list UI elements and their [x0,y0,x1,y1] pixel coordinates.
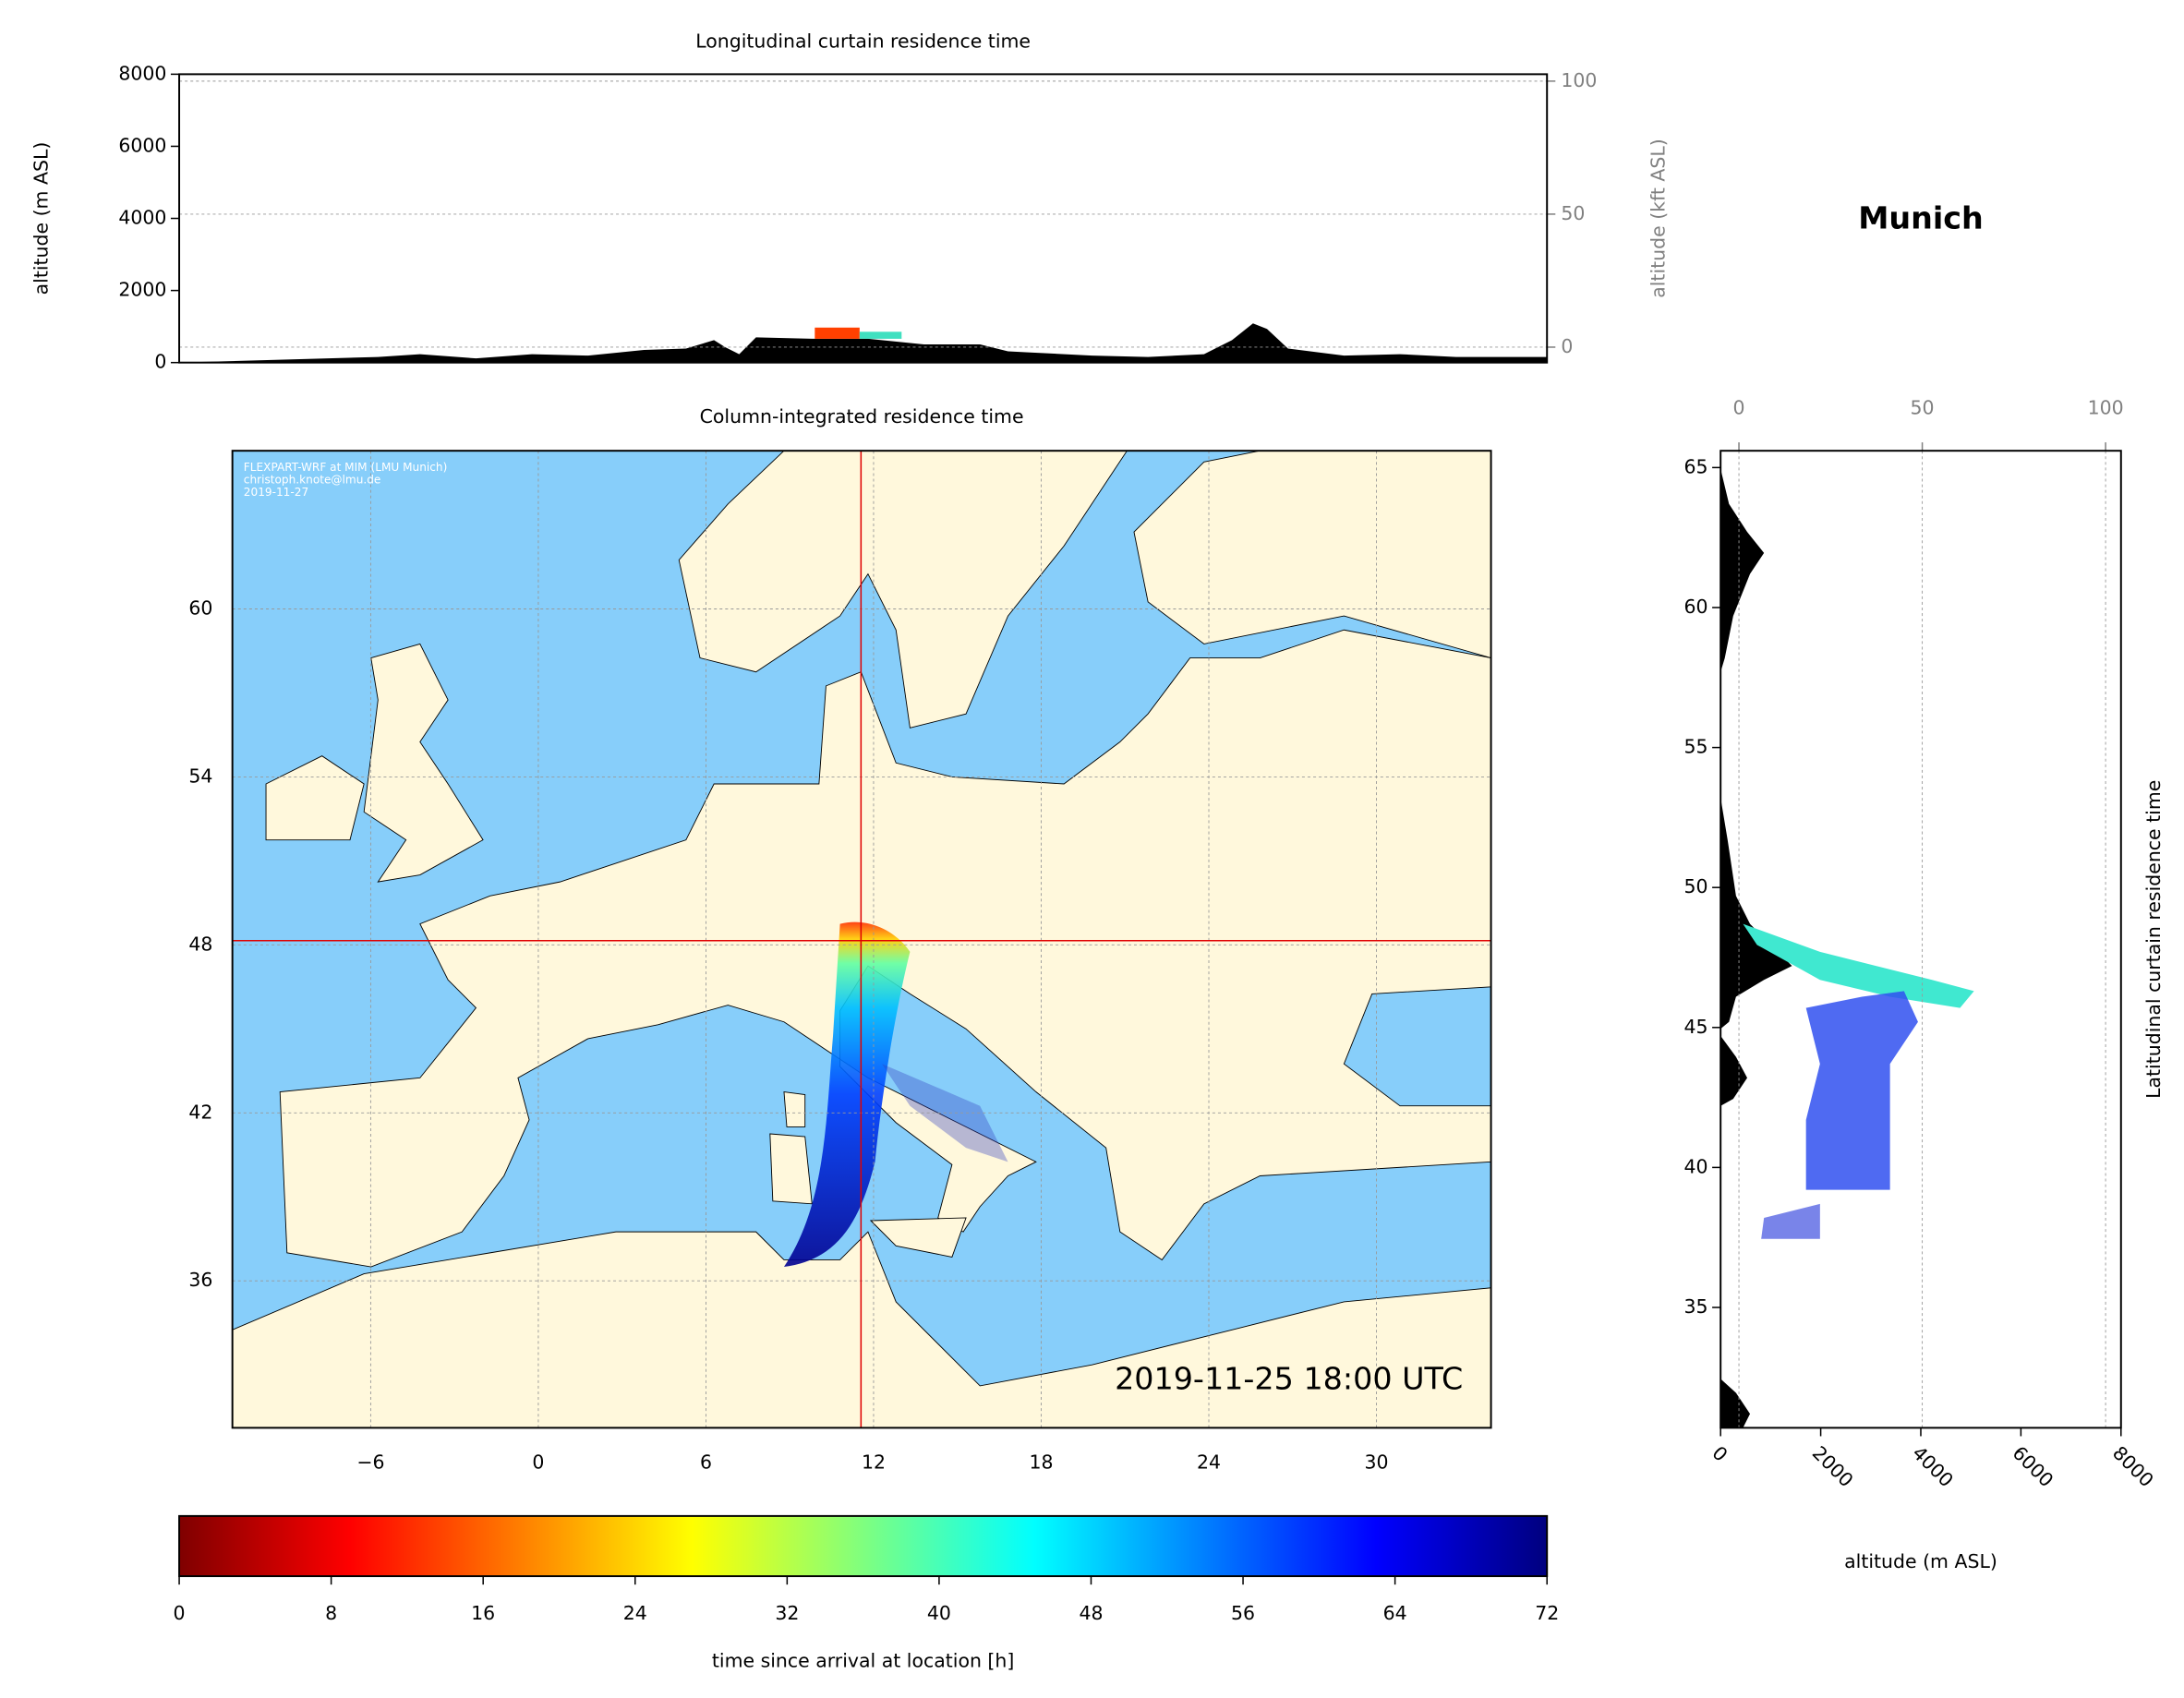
x-tick-label: 72 [1535,1602,1559,1624]
y-tick-label: 60 [1684,596,1708,618]
x-tick-label: 16 [471,1602,495,1624]
y-tick-label: 40 [1684,1155,1708,1177]
y-tick-label: 8000 [118,62,166,84]
y2-axis-label: altitude (kft ASL) [1647,138,1669,298]
y-tick-label: 60 [188,597,212,620]
y-tick-label: 48 [188,933,212,955]
plume-curtain [1761,1203,1820,1239]
y-tick-label: 45 [1684,1016,1708,1038]
terrain [179,323,1548,363]
x-tick-label: 56 [1231,1602,1255,1624]
plume-curtain [1743,923,1974,1008]
axes-frame [1719,450,2122,1429]
land [769,1133,813,1205]
x-tick-label: 2000 [1808,1441,1858,1491]
terrain [1720,468,1792,1428]
y-tick-label: 0 [154,351,166,373]
x-tick-label: 6000 [2009,1441,2058,1491]
x2-tick-label: 50 [1911,397,1935,419]
x-tick-label: 18 [1029,1451,1053,1473]
x-tick-label: 8 [325,1602,337,1624]
y-axis-label: Latitudinal curtain residence time [2142,780,2165,1099]
x-tick-label: 0 [1707,1441,1732,1465]
land [783,1091,806,1127]
axes-frame [178,73,1549,364]
annotation: christoph.knote@lmu.de [244,474,381,487]
colorbar-label: time since arrival at location [h] [712,1650,1014,1672]
plume [783,921,911,1268]
x-tick-label: 0 [532,1451,544,1473]
x-tick-label: 12 [862,1451,886,1473]
plume-curtain [814,327,860,339]
y-tick-label: 54 [188,765,212,787]
x-tick-label: 24 [623,1602,647,1624]
x-tick-label: 64 [1383,1602,1407,1624]
x2-tick-label: 100 [2088,397,2124,419]
y-tick-label: 65 [1684,455,1708,477]
y-tick-label: 55 [1684,736,1708,758]
x2-tick-label: 0 [1733,397,1745,419]
colorbar [179,1515,1548,1577]
y-axis-label: altitude (m ASL) [30,142,52,295]
x-tick-label: 48 [1079,1602,1103,1624]
x-tick-label: 0 [174,1602,186,1624]
y-tick-label: 2000 [118,279,166,301]
axes-frame [231,450,1492,1429]
axes-title: Column-integrated residence time [700,405,1024,428]
x-tick-label: 4000 [1908,1441,1958,1491]
annotation: 2019-11-27 [244,486,308,499]
x-tick-label: 40 [927,1602,951,1624]
timestamp: 2019-11-25 18:00 UTC [1115,1360,1463,1396]
y-tick-label: 6000 [118,134,166,156]
figure-title: Munich [1858,200,1984,236]
annotation: FLEXPART-WRF at MIM (LMU Munich) [244,461,448,474]
y-tick-label: 50 [1684,875,1708,897]
x-axis-label: altitude (m ASL) [1844,1550,1997,1572]
y-tick-label: 36 [188,1269,212,1291]
y2-tick-label: 100 [1561,69,1597,91]
x-tick-label: 30 [1365,1451,1389,1473]
x-tick-label: 24 [1197,1451,1221,1473]
x-tick-label: −6 [356,1451,384,1473]
plume-curtain [859,331,902,339]
y-tick-label: 4000 [118,207,166,229]
x-tick-label: 32 [775,1602,799,1624]
y2-tick-label: 0 [1561,335,1573,357]
y-tick-label: 42 [188,1101,212,1123]
axes-frame [178,1514,1549,1578]
x-tick-label: 6 [700,1451,712,1473]
x-tick-label: 8000 [2108,1441,2158,1491]
axes-title: Longitudinal curtain residence time [695,30,1031,53]
plume-curtain [1805,991,1918,1190]
land [869,1217,967,1258]
y2-tick-label: 50 [1561,202,1585,224]
y-tick-label: 35 [1684,1295,1708,1318]
